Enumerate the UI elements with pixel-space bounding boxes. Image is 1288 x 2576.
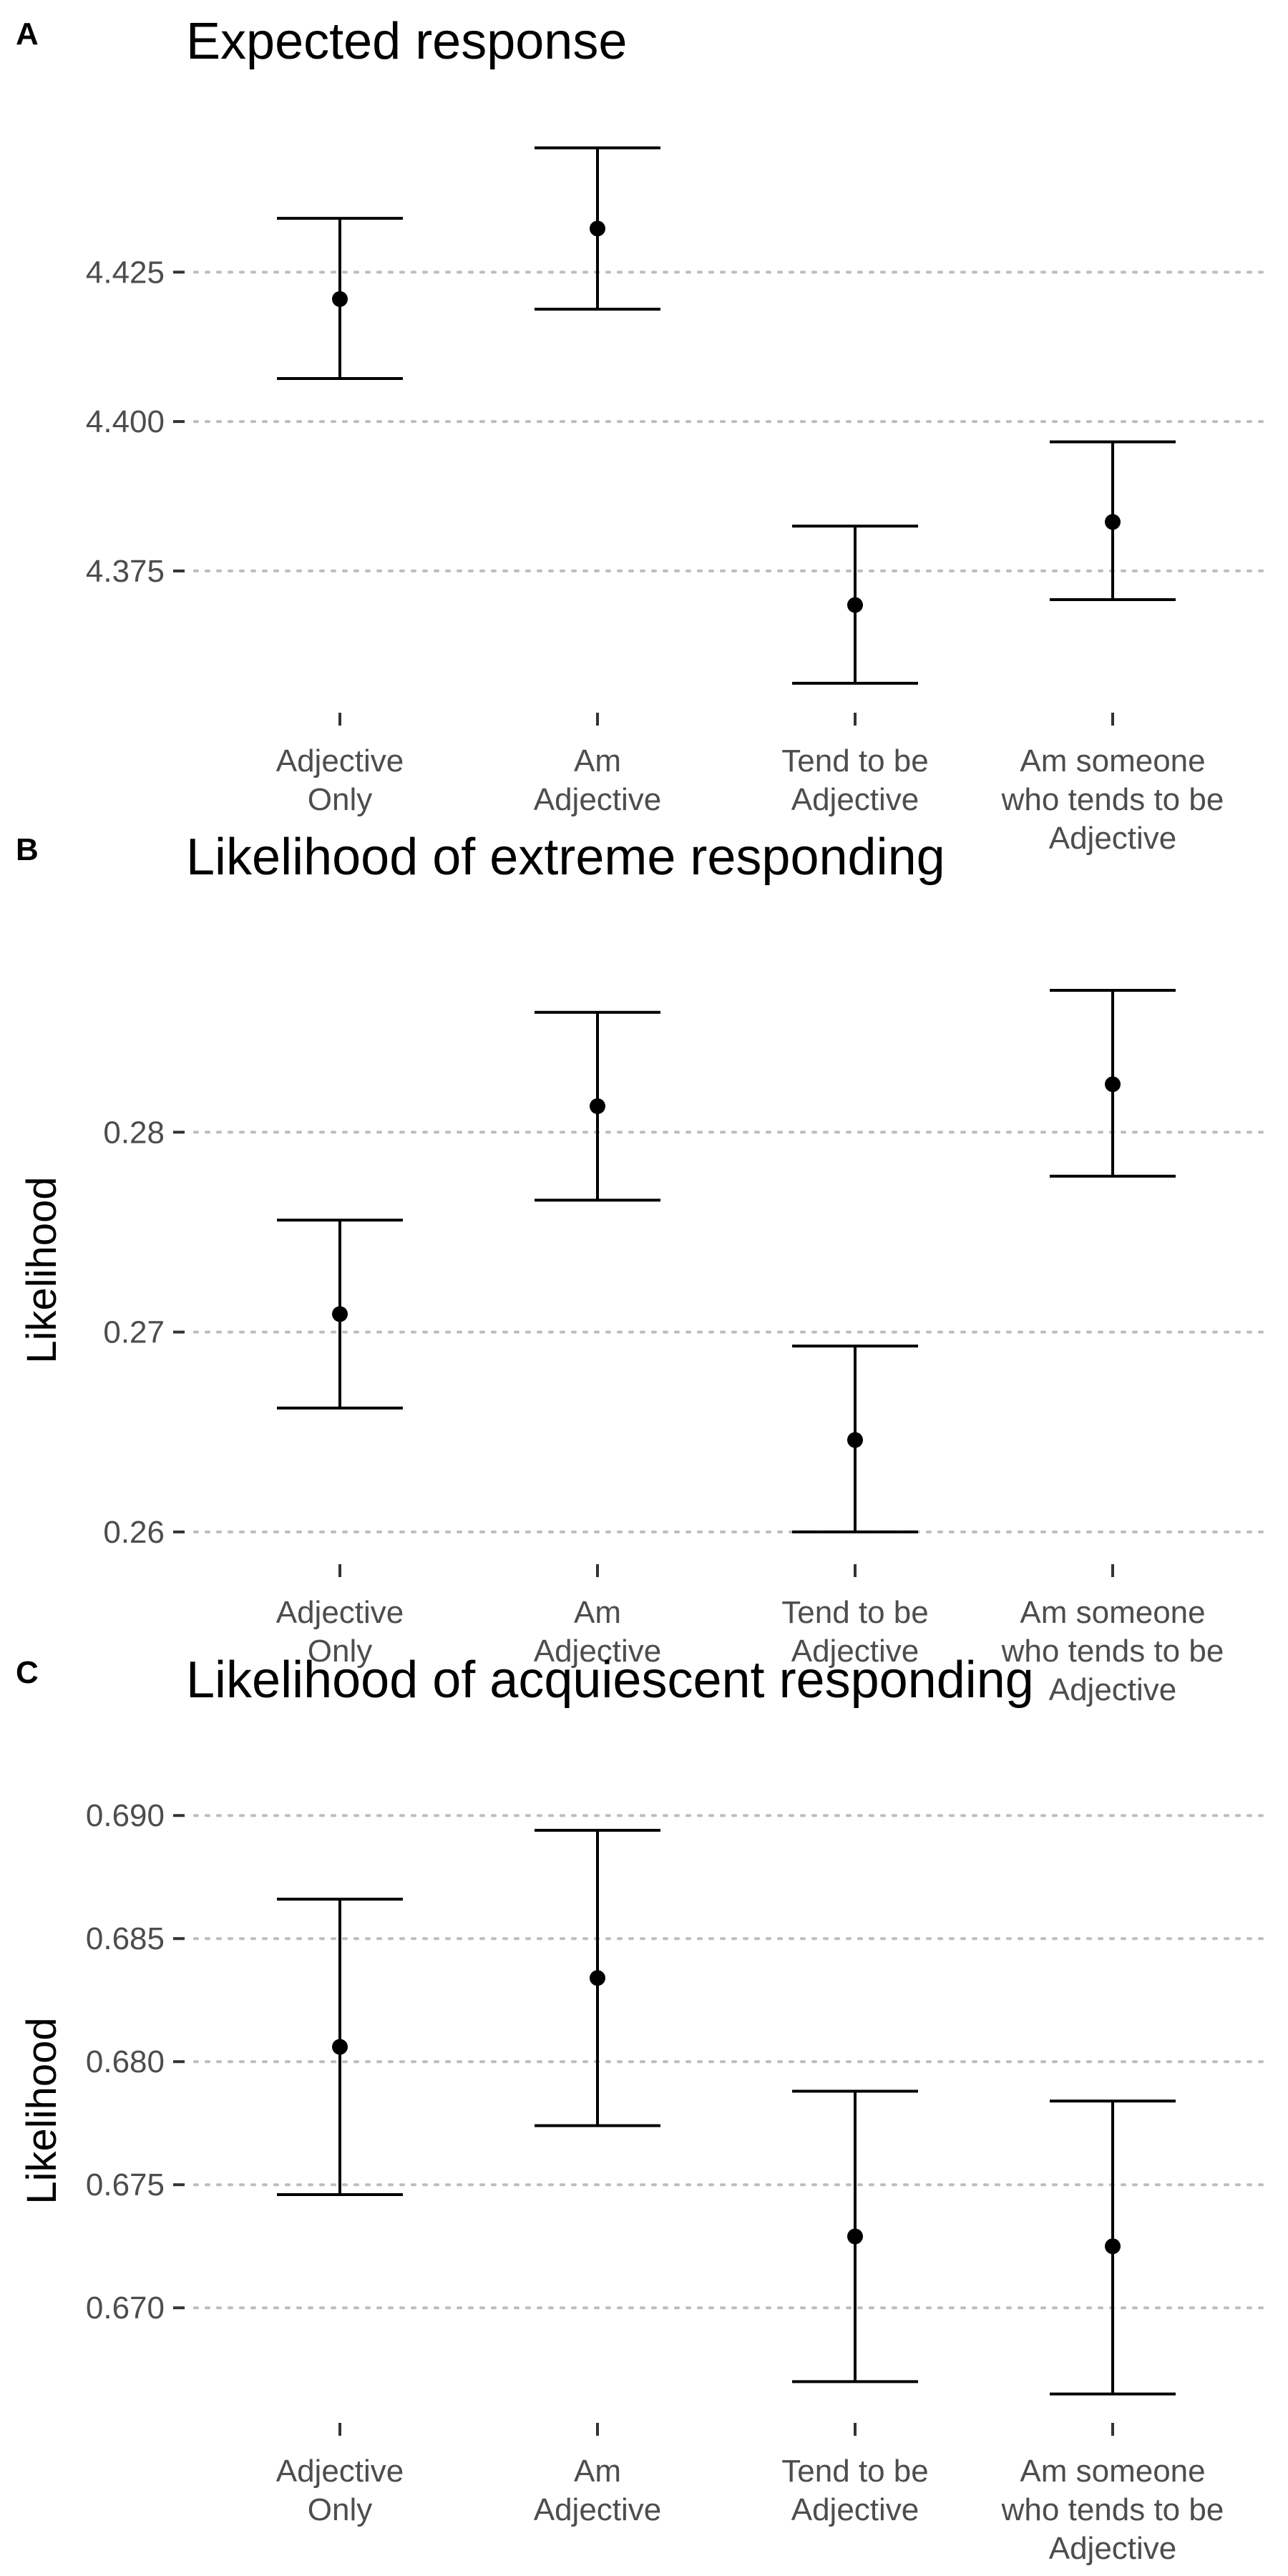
x-tick-label-line: Am (574, 2454, 621, 2489)
y-tick-label: 0.675 (86, 2167, 165, 2202)
error-bar (535, 1828, 660, 2127)
y-tick-label: 4.375 (86, 554, 165, 589)
error-bar (277, 1898, 403, 2196)
chart-panel-a: A Expected response 4.375 4.400 4.425 Adjecti… (16, 13, 1269, 856)
x-tick-label-line: Adjective (534, 2492, 662, 2527)
panel-tag: C (16, 1655, 39, 1690)
x-tick-label-line: Adjective (276, 1595, 404, 1630)
x-tick-label: Tend to be Adjective (781, 1595, 929, 1669)
error-bar (277, 1219, 403, 1410)
x-tick-label: Am someone who tends to be Adjective (1001, 743, 1224, 856)
error-bar (1050, 988, 1176, 1178)
y-tick-label: 4.400 (86, 404, 165, 439)
y-tick-label: 0.680 (86, 2044, 165, 2079)
x-tick-label: Am Adjective (534, 2454, 662, 2527)
x-tick-label-line: who tends to be (1001, 782, 1224, 817)
data-point (847, 1432, 863, 1448)
x-tick-label-line: Adjective (276, 743, 404, 779)
x-tick-label-line: Only (308, 782, 372, 817)
panel-title: Likelihood of acquiescent responding (186, 1652, 1034, 1709)
y-tick-label: 0.27 (103, 1315, 165, 1350)
y-tick-label: 4.425 (86, 255, 165, 290)
error-bar (1050, 2099, 1176, 2396)
x-tick-label-line: Am someone (1020, 1595, 1205, 1630)
chart-panel-c: C Likelihood of acquiescent responding Lik… (16, 1652, 1269, 2566)
data-point (332, 2039, 348, 2055)
x-tick-label-line: who tends to be (1001, 2492, 1224, 2527)
x-tick-label-line: Tend to be (781, 1595, 929, 1630)
data-point (332, 291, 348, 307)
x-tick-label-line: Am (574, 1595, 621, 1630)
x-tick-label: Am Adjective (534, 743, 662, 817)
y-axis-label: Likelihood (19, 1176, 65, 1363)
error-bar (277, 217, 403, 380)
data-point (332, 1306, 348, 1322)
x-tick-label-line: Adjective (791, 782, 919, 817)
y-tick-label: 0.690 (86, 1798, 165, 1833)
x-tick-label-line: Adjective (534, 782, 662, 817)
panel-title: Likelihood of extreme responding (186, 829, 945, 886)
data-point (590, 1970, 605, 1986)
data-point (847, 597, 863, 613)
x-tick-label-line: Adjective (791, 2492, 919, 2527)
y-tick-label: 0.670 (86, 2290, 165, 2326)
x-tick-label-line: Am someone (1020, 2454, 1205, 2489)
error-bar (1050, 440, 1176, 601)
x-tick-label-line: Adjective (276, 2454, 404, 2489)
panel-tag: B (16, 832, 39, 867)
x-tick-label: Am someone who tends to be Adjective (1001, 1595, 1224, 1707)
x-tick-label: Adjective Only (276, 1595, 404, 1669)
data-point (1105, 2238, 1121, 2255)
error-bar (535, 146, 660, 311)
panel-tag: A (16, 16, 39, 52)
x-tick-label-line: who tends to be (1001, 1634, 1224, 1669)
error-bar (535, 1010, 660, 1202)
x-tick-label-line: Tend to be (781, 2454, 929, 2489)
x-tick-label: Am Adjective (534, 1595, 662, 1669)
error-bar (792, 525, 918, 685)
error-bar (792, 2089, 918, 2384)
y-axis-label: Likelihood (19, 2017, 65, 2204)
x-tick-label-line: Only (308, 1634, 372, 1669)
data-point (847, 2228, 863, 2245)
chart-panel-b: B Likelihood of extreme responding Likelih… (16, 829, 1269, 1707)
x-tick-label: Tend to be Adjective (781, 2454, 929, 2527)
data-point (590, 1098, 605, 1114)
x-tick-label-line: Tend to be (781, 743, 929, 779)
x-tick-label-line: Am someone (1020, 743, 1205, 779)
data-point (1105, 514, 1121, 530)
y-tick-label: 0.26 (103, 1515, 165, 1550)
x-tick-label: Tend to be Adjective (781, 743, 929, 817)
data-point (1105, 1076, 1121, 1093)
y-tick-label: 0.685 (86, 1921, 165, 1956)
x-tick-label-line: Adjective (534, 1634, 662, 1669)
y-tick-label: 0.28 (103, 1115, 165, 1150)
x-tick-label: Am someone who tends to be Adjective (1001, 2454, 1224, 2566)
x-tick-label: Adjective Only (276, 743, 404, 817)
x-tick-label-line: Adjective (1049, 2531, 1177, 2566)
x-tick-label-line: Adjective (1049, 821, 1177, 856)
x-tick-label-line: Am (574, 743, 621, 779)
x-tick-label-line: Adjective (791, 1634, 919, 1669)
x-tick-label-line: Only (308, 2492, 372, 2527)
error-bar (792, 1345, 918, 1533)
x-tick-label: Adjective Only (276, 2454, 404, 2527)
x-tick-label-line: Adjective (1049, 1672, 1177, 1707)
panel-title: Expected response (186, 13, 627, 70)
data-point (590, 220, 605, 237)
